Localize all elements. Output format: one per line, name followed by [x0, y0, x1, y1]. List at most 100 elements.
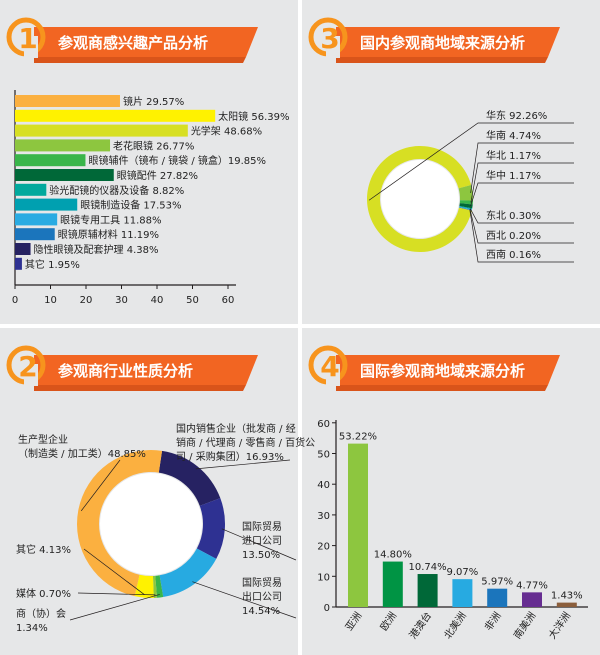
bar — [15, 257, 22, 270]
leader-line — [469, 209, 574, 263]
chart-title: 参观商感兴趣产品分析 — [58, 34, 208, 52]
slice-label: 西南 0.16% — [486, 248, 541, 261]
bar — [15, 169, 114, 181]
leader-line — [83, 548, 145, 595]
badge-number: 3 — [320, 22, 339, 55]
slice-label: 西北 0.20% — [486, 230, 541, 242]
title-banner-shadow — [336, 57, 548, 63]
y-tick-label: 50 — [317, 450, 330, 461]
bar — [15, 109, 216, 122]
bar — [487, 588, 508, 607]
bar — [382, 561, 403, 607]
badge-number: 2 — [18, 350, 37, 383]
slice-label: 商（协）会 — [16, 607, 66, 620]
x-tick-label: 40 — [151, 295, 164, 306]
chart-title: 参观商行业性质分析 — [58, 362, 193, 380]
bar-value-label: 4.77% — [516, 580, 548, 591]
slice-label: 生产型企业 — [18, 433, 68, 446]
slice-label: 华南 4.74% — [486, 129, 541, 142]
slice-label: 1.34% — [16, 623, 48, 634]
slice-label: 进口公司 — [242, 535, 282, 547]
bar-label: 太阳镜 56.39% — [218, 110, 289, 123]
bar-value-label: 5.97% — [481, 577, 513, 588]
bar-label: 眼镜辅件（镜布 / 镜袋 / 镜盒）19.85% — [88, 154, 266, 167]
bar — [15, 228, 55, 241]
donut-slice — [459, 207, 472, 211]
leader-line — [221, 528, 297, 561]
y-tick-label: 10 — [317, 572, 330, 583]
donut-slice — [158, 450, 221, 506]
bar — [15, 95, 120, 107]
bar — [452, 579, 473, 607]
slice-label: 其它 4.13% — [16, 543, 71, 556]
donut-slice — [459, 200, 473, 205]
bar — [522, 592, 542, 607]
donut-hole — [381, 160, 459, 238]
slice-label: 司 / 采购集团）16.93% — [176, 450, 284, 463]
badge-number: 4 — [320, 350, 339, 383]
bar-value-label: 14.80% — [374, 550, 412, 561]
donut-slice — [459, 206, 473, 210]
bar-value-label: 53.22% — [339, 432, 377, 443]
bar-label: 老花眼镜 26.77% — [113, 139, 194, 152]
title-banner-shadow — [34, 385, 246, 391]
y-tick-label: 40 — [317, 480, 330, 491]
leader-line — [469, 208, 574, 224]
bar-label: 镜片 29.57% — [123, 95, 184, 108]
donut-slice — [458, 184, 473, 201]
domestic-donut-chart: 华东 92.26% 华南 4.74% 华北 1.17% 华中 1.17% 东北 0.30… — [367, 109, 574, 263]
bar-value-label: 1.43% — [551, 591, 583, 602]
donut-slice — [459, 203, 473, 209]
badge-gap — [24, 364, 38, 386]
title-banner-shadow — [34, 57, 246, 63]
donut-slice — [152, 575, 158, 598]
leader-line — [470, 162, 574, 203]
chart-title: 国际参观商地域来源分析 — [360, 362, 525, 380]
bar — [15, 198, 78, 211]
leader-line — [80, 459, 121, 512]
panel-domestic: 国内参观商地域来源分析 3 — [302, 0, 600, 324]
x-tick-label: 20 — [80, 295, 93, 306]
bar — [15, 154, 86, 167]
bar — [15, 243, 31, 255]
donut-slice — [159, 548, 217, 597]
bar-value-label: 10.74% — [409, 562, 447, 573]
slice-label: 国内销售企业（批发商 / 经 — [176, 422, 296, 435]
x-tick-label: 0 — [12, 295, 18, 306]
bar — [556, 602, 577, 607]
x-tick-label: 30 — [115, 295, 128, 306]
slice-label: 东北 0.30% — [486, 209, 541, 222]
bar-label: 隐性眼镜及配套护理 4.38% — [34, 243, 159, 256]
bar-label: 其它 1.95% — [25, 258, 80, 271]
y-tick-label: 30 — [317, 511, 330, 522]
x-tick-label: 10 — [44, 295, 57, 306]
donut-slice — [134, 574, 154, 598]
bar — [15, 183, 47, 196]
bar — [348, 443, 368, 607]
donut-slice — [459, 206, 472, 210]
bar-value-label: 9.07% — [447, 567, 479, 578]
slice-label: 华北 1.17% — [486, 149, 541, 162]
leader-line — [192, 581, 297, 619]
slice-label: 出口公司 — [242, 590, 282, 603]
donut-slice — [155, 575, 164, 598]
leader-line — [470, 142, 574, 193]
badge-number: 1 — [18, 22, 37, 55]
slice-label: 国际贸易 — [242, 521, 282, 533]
title-banner — [336, 355, 560, 385]
x-tick-label: 60 — [222, 295, 235, 306]
leader-line — [195, 459, 291, 470]
leader-line — [469, 209, 574, 244]
x-tick-label: 50 — [186, 295, 199, 306]
product-bar-chart: 0 10 20 30 40 50 60 镜片 29.57% 太阳镜 56.39% 光学架 48.6… — [12, 90, 289, 306]
y-tick-label: 20 — [317, 542, 330, 553]
leader-line — [470, 182, 574, 207]
slice-label: 14.54% — [242, 606, 280, 617]
bar — [15, 139, 111, 152]
leader-line — [69, 594, 160, 621]
y-tick-label: 0 — [324, 603, 330, 614]
slice-label: 华中 1.17% — [486, 169, 541, 182]
bar-label: 验光配镜的仪器及设备 8.82% — [49, 184, 184, 197]
y-tick-label: 60 — [317, 419, 330, 430]
